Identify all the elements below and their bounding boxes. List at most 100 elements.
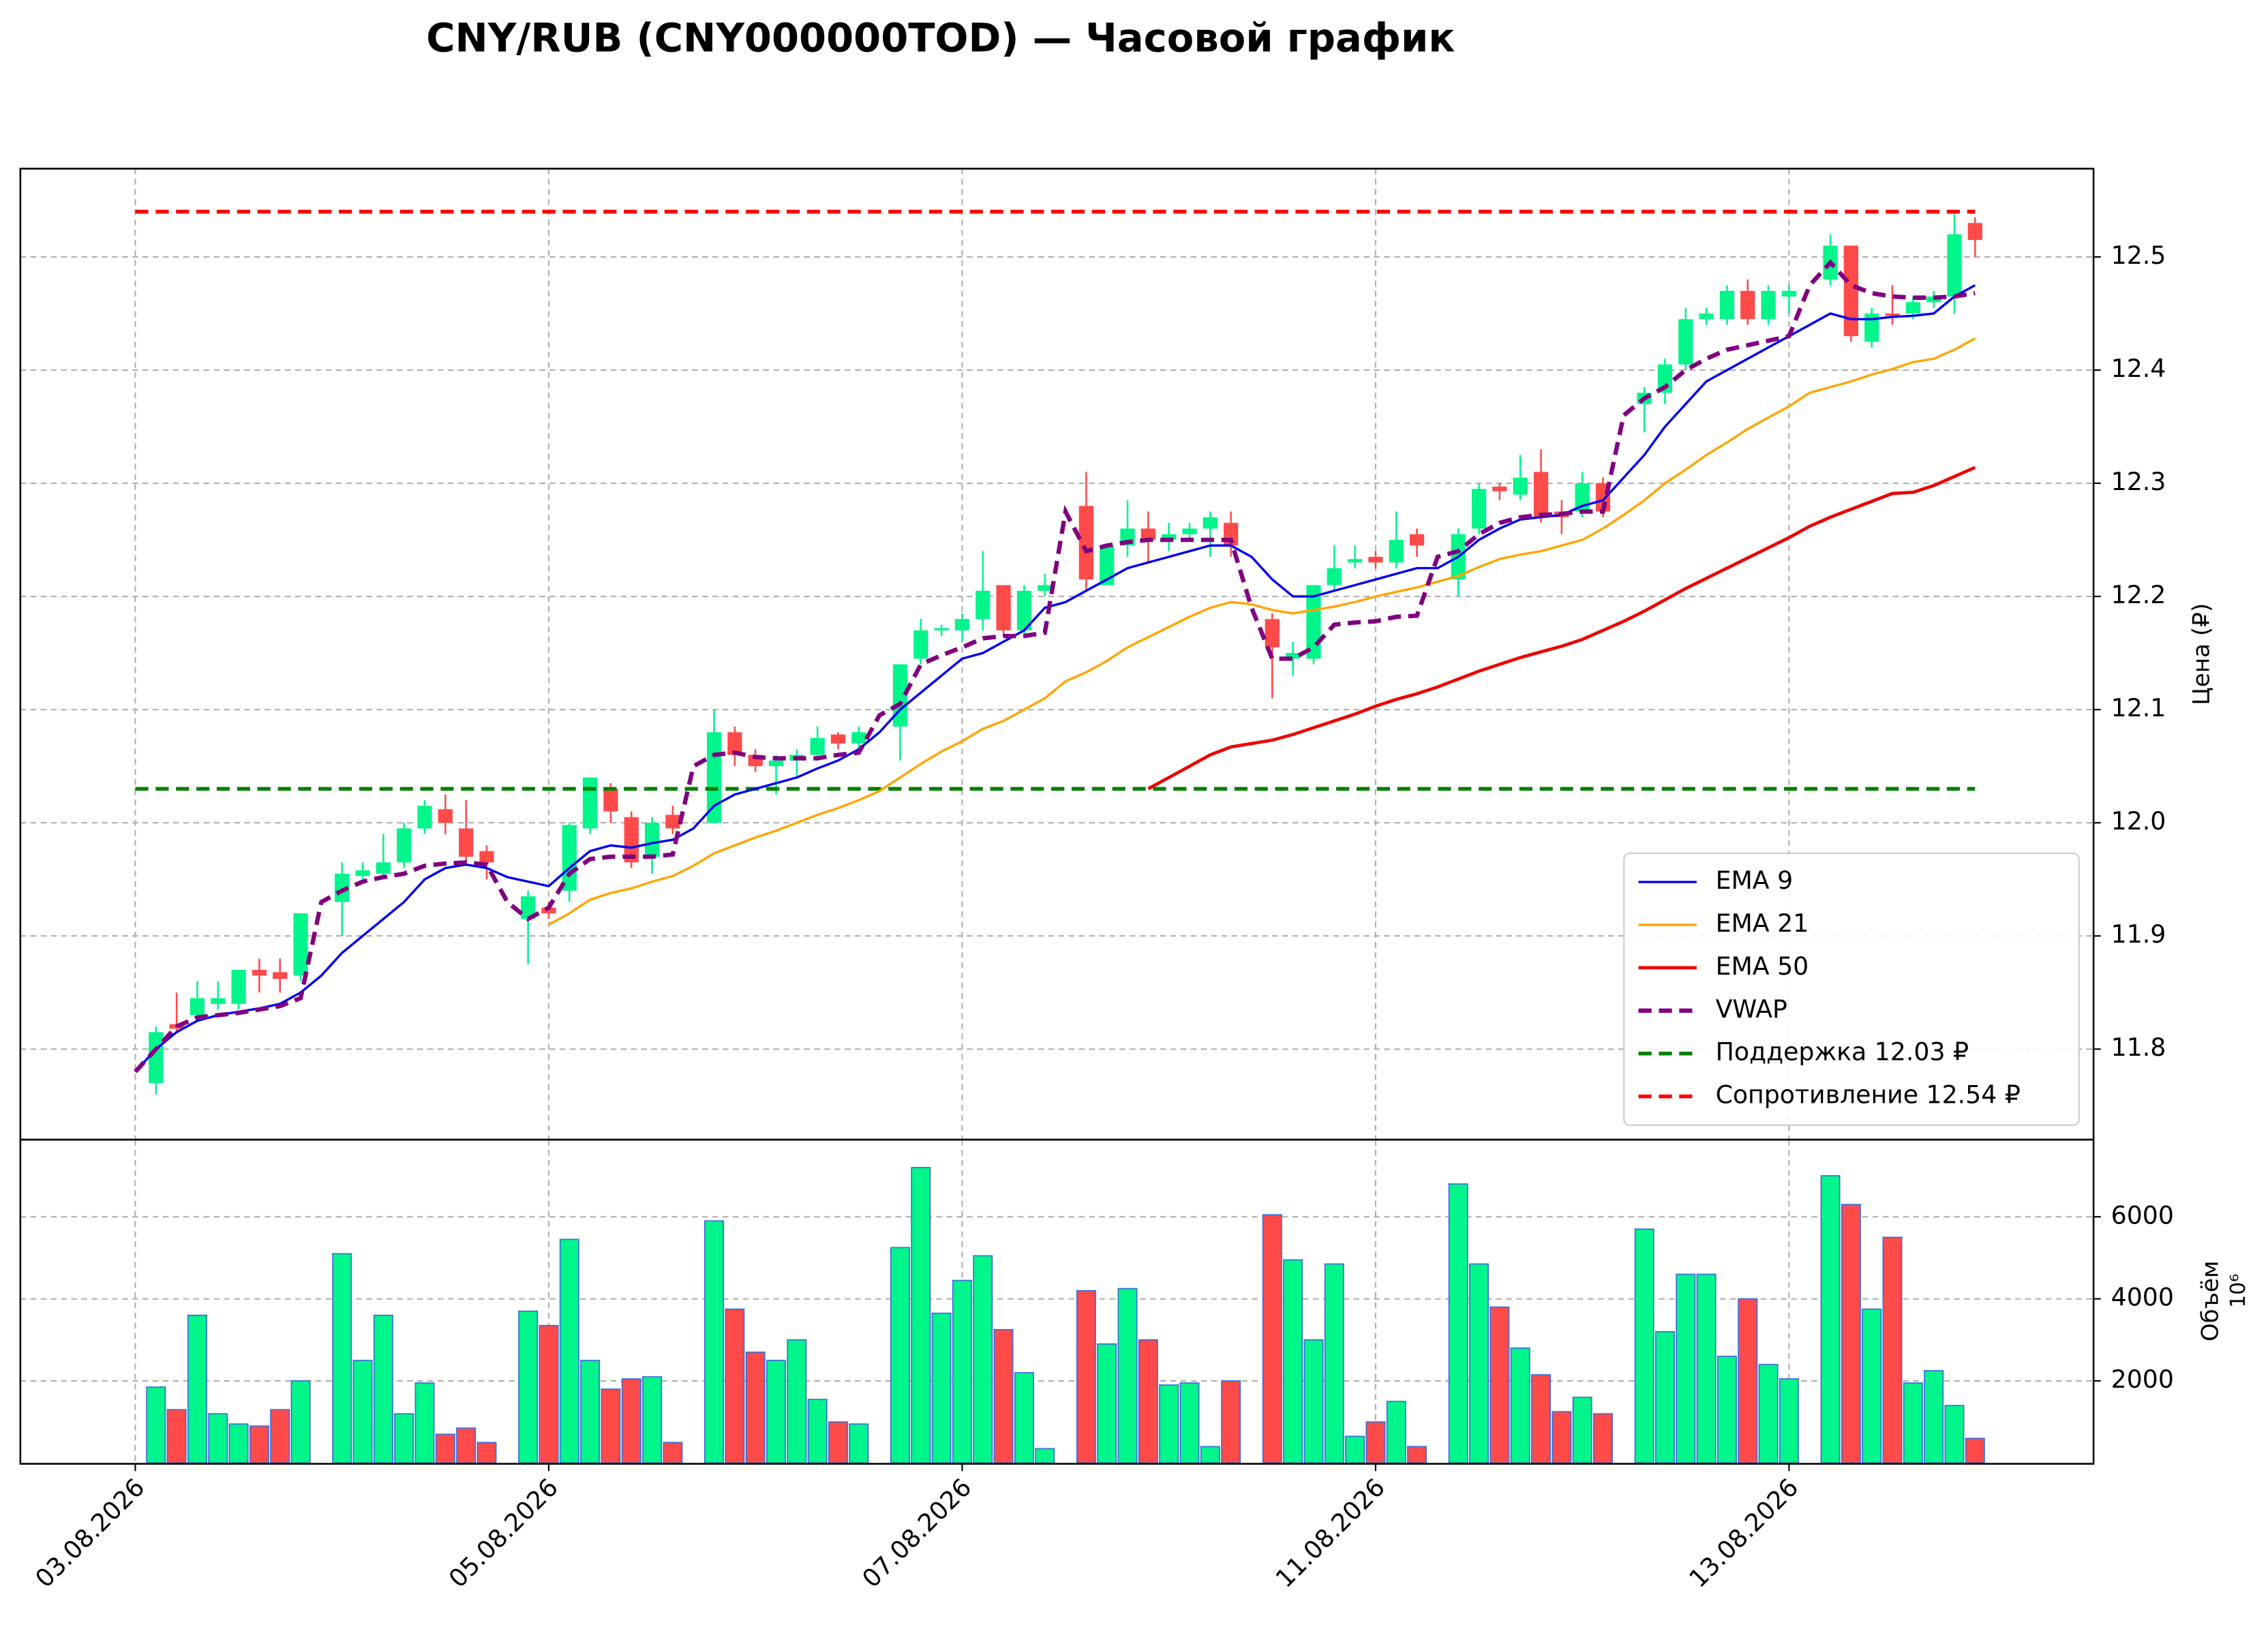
- candle-body: [211, 998, 226, 1004]
- volume-bar: [1303, 1339, 1324, 1464]
- volume-bar: [352, 1360, 373, 1464]
- candle-body: [1203, 517, 1218, 529]
- volume-tick-label: 4000: [2111, 1283, 2174, 1312]
- volume-bar: [270, 1409, 290, 1464]
- candle-body: [727, 732, 742, 755]
- volume-bar: [787, 1339, 807, 1464]
- candle-body: [562, 825, 577, 891]
- volume-bar: [1924, 1370, 1944, 1464]
- volume-bar: [332, 1253, 352, 1464]
- candle-body: [996, 585, 1011, 630]
- volume-bar: [1200, 1446, 1220, 1464]
- candle-body: [810, 737, 825, 755]
- volume-bar: [1117, 1287, 1138, 1464]
- volume-bar: [725, 1308, 745, 1464]
- volume-bar: [1097, 1343, 1117, 1464]
- y-tick-label: 12.2: [2111, 580, 2166, 609]
- indicator-line: [134, 259, 1976, 1073]
- candle-body: [459, 828, 474, 857]
- volume-bar: [766, 1360, 787, 1464]
- candle-body: [582, 777, 598, 829]
- volume-bar: [642, 1376, 663, 1464]
- candle-body: [1843, 245, 1858, 337]
- candle-body: [1389, 540, 1404, 563]
- candle-body: [273, 972, 288, 979]
- candle-body: [1864, 313, 1879, 342]
- volume-offset-label: 10⁶: [2226, 1274, 2250, 1308]
- volume-bar: [890, 1247, 910, 1464]
- y-tick-label: 11.9: [2111, 919, 2166, 949]
- y-tick-label: 12.4: [2111, 354, 2166, 383]
- candle-body: [1182, 528, 1197, 534]
- volume-bar: [208, 1413, 228, 1464]
- volume-bar: [1365, 1421, 1386, 1464]
- volume-bar: [290, 1380, 311, 1464]
- volume-bar: [993, 1328, 1014, 1464]
- volume-bar: [745, 1352, 766, 1464]
- volume-bar: [1076, 1290, 1096, 1464]
- candle-body: [1347, 559, 1363, 563]
- candle-body: [1100, 545, 1115, 585]
- candle-body: [706, 732, 722, 823]
- legend-label: VWAP: [1716, 994, 1787, 1024]
- volume-bar: [1738, 1298, 1758, 1464]
- candle-body: [934, 628, 949, 630]
- volume-bar: [1283, 1259, 1303, 1464]
- volume-tick-label: 6000: [2111, 1200, 2174, 1230]
- volume-bar: [1179, 1382, 1200, 1464]
- candle-body: [521, 896, 536, 919]
- volume-bar: [621, 1378, 641, 1464]
- volume-bar: [952, 1279, 972, 1464]
- volume-bar: [1758, 1364, 1779, 1464]
- candle-body: [479, 851, 494, 863]
- volume-bar: [1324, 1263, 1344, 1464]
- volume-bar: [580, 1360, 601, 1464]
- volume-bar: [559, 1238, 579, 1464]
- volume-bar: [973, 1255, 993, 1464]
- volume-bar: [1944, 1405, 1965, 1464]
- legend-box: [1623, 852, 2080, 1126]
- candle-body: [252, 970, 267, 976]
- candle-body: [892, 664, 908, 727]
- y-axis-label: Цена (₽): [2188, 603, 2216, 705]
- volume-bar: [518, 1310, 539, 1464]
- volume-frame: [19, 1138, 2095, 1465]
- volume-bar: [435, 1433, 455, 1464]
- indicator-line: [548, 337, 1976, 926]
- candle-body: [1368, 556, 1383, 563]
- candle-body: [768, 760, 784, 767]
- y-tick-label: 12.0: [2111, 806, 2166, 836]
- volume-tick-label: 2000: [2111, 1365, 2174, 1394]
- legend-label: EMA 21: [1716, 909, 1809, 938]
- candle-body: [293, 913, 308, 976]
- candle-body: [1947, 234, 1962, 297]
- candle-body: [913, 630, 928, 659]
- candle-body: [376, 862, 391, 874]
- volume-bar: [1676, 1273, 1696, 1464]
- chart-title: CNY/RUB (CNY000000TOD) — Часовой график: [426, 15, 1455, 61]
- volume-bar: [166, 1409, 187, 1464]
- candle-body: [624, 817, 639, 863]
- candle-body: [1409, 534, 1425, 546]
- candle-body: [665, 814, 680, 829]
- volume-bar: [373, 1314, 393, 1464]
- y-tick-label: 12.5: [2111, 241, 2166, 270]
- y-tick-label: 12.1: [2111, 693, 2166, 722]
- candle-body: [417, 806, 432, 829]
- volume-bar: [1510, 1347, 1530, 1464]
- volume-bar: [911, 1167, 931, 1464]
- volume-bar: [807, 1399, 828, 1464]
- volume-bar: [849, 1423, 869, 1464]
- volume-bar: [1262, 1214, 1282, 1464]
- candle-body: [355, 870, 370, 877]
- candle-body: [1513, 477, 1528, 495]
- indicator-line: [1147, 466, 1976, 791]
- candle-body: [541, 907, 556, 914]
- volume-bar: [1014, 1372, 1034, 1464]
- volume-bar: [1552, 1411, 1572, 1464]
- volume-bar: [1345, 1435, 1365, 1464]
- volume-bar: [456, 1427, 477, 1464]
- candle-body: [190, 998, 205, 1016]
- volume-bar: [187, 1314, 207, 1464]
